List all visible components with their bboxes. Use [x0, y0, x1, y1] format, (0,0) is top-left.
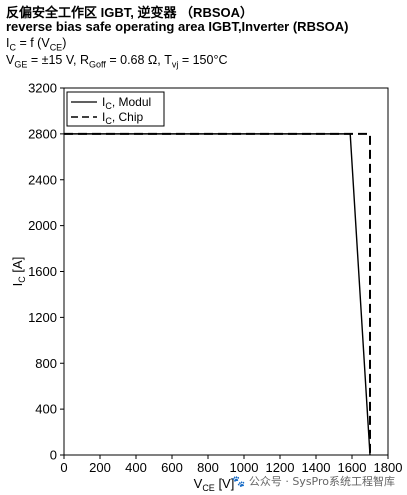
legend-entry: IC, Modul: [102, 95, 151, 111]
plot-area: [63, 87, 389, 456]
condition-function: IC = f (VCE): [6, 36, 67, 53]
y-axis-label: IC [A]: [10, 257, 27, 287]
series-line-modul: [64, 133, 371, 456]
x-tick-label: 1600: [338, 460, 367, 475]
x-tick-label: 400: [125, 460, 147, 475]
axis-labels: VCE [V] IC [A]: [10, 257, 234, 493]
series-group: [64, 132, 371, 456]
chart-title-cn: 反偏安全工作区 IGBT, 逆变器 （RBSOA）: [6, 5, 254, 20]
x-tick-label: 800: [197, 460, 219, 475]
x-tick-label: 600: [161, 460, 183, 475]
y-tick-label: 400: [35, 402, 57, 417]
x-tick-label: 200: [89, 460, 111, 475]
y-tick-label: 800: [35, 356, 57, 371]
condition-parameters: VGE = ±15 V, RGoff = 0.68 Ω, Tvj = 150°C: [6, 53, 228, 70]
legend-entry: IC, Chip: [102, 110, 144, 126]
x-tick-label: 1800: [374, 460, 403, 475]
x-tick-label: 1000: [230, 460, 259, 475]
y-tick-label: 2800: [28, 126, 57, 141]
x-axis-label: VCE [V]: [194, 476, 235, 493]
y-tick-label: 3200: [28, 81, 57, 96]
y-tick-label: 2400: [28, 172, 57, 187]
chart-title-en: reverse bias safe operating area IGBT,In…: [6, 19, 349, 34]
series-line-chip: [64, 132, 371, 455]
watermark: 🐾 公众号 · SysPro系统工程智库: [232, 474, 395, 488]
y-tick-label: 2000: [28, 218, 57, 233]
plot-frame: [63, 87, 389, 456]
axis-ticks: 0 200 400 600 800 1000 1200 1400 1600 1800 0 400 800…: [28, 81, 402, 476]
legend-box: [66, 91, 165, 127]
y-tick-label: 1600: [28, 264, 57, 279]
x-tick-label: 0: [60, 460, 67, 475]
y-tick-label: 1200: [28, 310, 57, 325]
x-tick-label: 1200: [266, 460, 295, 475]
x-tick-label: 1400: [302, 460, 331, 475]
y-tick-label: 0: [50, 448, 57, 463]
